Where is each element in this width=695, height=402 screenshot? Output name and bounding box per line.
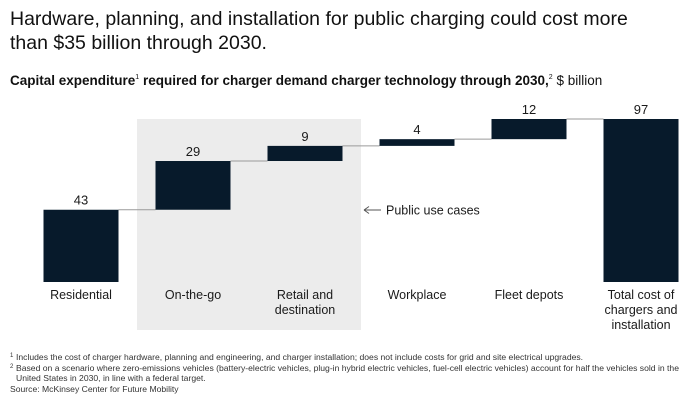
footnote-2-text: Based on a scenario where zero-emissions… [16, 362, 679, 384]
source-note: Source: McKinsey Center for Future Mobil… [10, 383, 179, 394]
value-label: 4 [413, 122, 420, 137]
annotation-label: Public use cases [386, 204, 480, 218]
value-label: 12 [522, 102, 536, 117]
footnote-mark-1: 1 [135, 74, 140, 81]
bar [155, 161, 231, 210]
footnotes: 1 Includes the cost of charger hardware,… [10, 352, 690, 394]
footnote-mark-2: 2 [548, 74, 553, 81]
footnote-2-mark: 2 [10, 363, 14, 370]
subtitle-rest-text: required for charger demand charger tech… [139, 73, 549, 88]
category-label: chargers and [605, 303, 678, 317]
chart-title: Hardware, planning, and installation for… [10, 8, 628, 54]
bar [491, 119, 567, 140]
category-label: On-the-go [165, 288, 221, 302]
category-label: destination [275, 303, 336, 317]
subtitle-units: $ billion [552, 73, 603, 88]
category-label: Total cost of [608, 288, 675, 302]
category-label: Residential [50, 288, 112, 302]
chart-subtitle: Capital expenditure1 required for charge… [10, 73, 602, 88]
annotation-arrow-icon [363, 206, 370, 214]
value-label: 9 [301, 129, 308, 144]
bar [267, 145, 343, 162]
value-label: 43 [74, 193, 88, 208]
value-label: 97 [634, 102, 648, 117]
category-label: Retail and [277, 288, 333, 302]
category-label: installation [611, 318, 670, 332]
footnote-1-mark: 1 [10, 353, 14, 359]
footnote-1-text: Includes the cost of charger hardware, p… [16, 352, 584, 362]
bar [379, 139, 455, 146]
category-label: Workplace [388, 288, 447, 302]
bar [603, 119, 679, 282]
subtitle-bold-text: Capital expenditure [10, 73, 136, 88]
footnote-2: 2 Based on a scenario where zero-emissio… [10, 363, 690, 384]
bar [43, 209, 119, 282]
value-label: 29 [186, 144, 200, 159]
footnote-1: 1 Includes the cost of charger hardware,… [10, 352, 690, 363]
category-label: Fleet depots [495, 288, 564, 302]
